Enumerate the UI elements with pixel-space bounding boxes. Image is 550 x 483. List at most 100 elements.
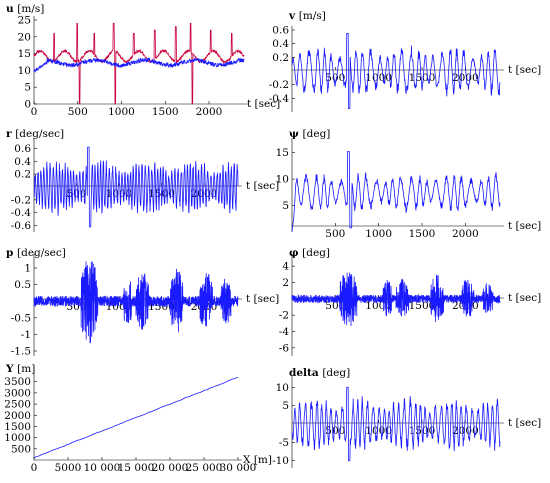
y-tick-label-p: -0.5 xyxy=(11,312,31,324)
y-tick-label-v: -0.2 xyxy=(269,79,289,91)
x-axis-label-v: t [sec] xyxy=(508,64,541,76)
x-tick-label-phi: 1500 xyxy=(409,300,436,312)
y-tick-label-delta: 10 xyxy=(276,382,289,394)
y-axis-unit-p: [deg/sec] xyxy=(17,247,66,259)
x-tick-label-Y: 0 xyxy=(31,462,38,474)
panel-psi: 5 10 15 500 1000 1500 2000 ψ [deg] t [sec] xyxy=(276,128,542,240)
y-axis-symbol-phi: φ xyxy=(289,247,302,259)
y-tick-label-phi: -2 xyxy=(279,310,289,322)
series-line-u xyxy=(33,57,245,73)
x-tick-label-Y: 30 000 xyxy=(220,462,257,474)
y-tick-label-p: -1 xyxy=(21,329,31,341)
x-axis-label-phi: t [sec] xyxy=(508,292,541,304)
y-axis-unit-psi: [deg] xyxy=(303,128,331,140)
y-tick-label-Y: 2500 xyxy=(4,399,31,411)
y-tick-label-delta: 5 xyxy=(282,400,289,412)
x-tick-label-Y: 20 000 xyxy=(152,462,189,474)
y-axis-label-v: v [m/s] xyxy=(288,10,326,22)
x-tick-label-u: 500 xyxy=(68,106,88,118)
y-tick-label-u: 20 xyxy=(18,31,31,43)
x-axis-label-Y: X [m] xyxy=(243,454,272,466)
panel-v: -0.4 -0.2 0.2 0.40.6 500 1000 1500 2000 v [m/s] t… xyxy=(269,10,541,112)
y-axis-label-u: u [m/s] xyxy=(6,3,44,15)
x-tick-label-v: 1500 xyxy=(409,72,436,84)
y-tick-label-v: 0.4 xyxy=(272,38,289,50)
x-tick-label-Y: 25 000 xyxy=(186,462,223,474)
x-tick-label-psi: 2000 xyxy=(452,228,479,240)
y-axis-unit-phi: [deg] xyxy=(302,247,330,259)
series-line-delta xyxy=(291,386,501,462)
y-tick-label-u: 10 xyxy=(18,65,31,77)
x-tick-label-psi: 500 xyxy=(325,228,345,240)
y-tick-label-p: 1 xyxy=(24,262,31,274)
x-tick-label-u: 1500 xyxy=(152,106,179,118)
y-tick-label-p: 0.5 xyxy=(14,279,31,291)
y-axis-label-Y: Y [m] xyxy=(5,363,35,375)
y-tick-label-psi: 10 xyxy=(276,174,289,186)
series-line-psi xyxy=(291,151,501,233)
x-tick-label-Y: 10 000 xyxy=(84,462,121,474)
y-tick-label-psi: 15 xyxy=(276,147,289,159)
x-tick-label-v: 1000 xyxy=(365,72,392,84)
x-tick-label-delta: 2000 xyxy=(452,425,479,437)
y-axis-unit-u: [m/s] xyxy=(17,3,44,15)
y-axis-unit-v: [m/s] xyxy=(299,10,326,22)
series-line-u xyxy=(33,23,245,105)
y-axis-symbol-delta: delta xyxy=(289,367,322,379)
x-tick-label-Y: 15 000 xyxy=(118,462,155,474)
y-tick-label-Y: 500 xyxy=(11,443,31,455)
x-axis-label-psi: t [sec] xyxy=(508,220,541,232)
y-tick-label-Y: 2000 xyxy=(4,410,31,422)
x-tick-label-v: 2000 xyxy=(452,72,479,84)
y-axis-unit-Y: [m] xyxy=(17,363,35,375)
y-axis-label-p: p [deg/sec] xyxy=(6,247,66,259)
y-tick-label-r: 0.2 xyxy=(14,169,31,181)
x-tick-label-u: 0 xyxy=(31,106,38,118)
y-tick-label-Y: 1500 xyxy=(4,421,31,433)
y-tick-label-u: 5 xyxy=(24,82,31,94)
x-axis-label-p: t [sec] xyxy=(246,293,279,305)
y-axis-symbol-u: u xyxy=(6,3,17,15)
x-tick-label-psi: 1500 xyxy=(409,228,436,240)
x-tick-label-u: 2000 xyxy=(196,106,223,118)
y-axis-symbol-p: p xyxy=(6,247,17,259)
x-tick-label-v: 500 xyxy=(325,72,345,84)
y-tick-label-u: 15 xyxy=(18,48,31,60)
series-line-Y xyxy=(33,377,239,459)
y-axis-unit-delta: [deg] xyxy=(322,367,350,379)
y-tick-label-v: -0.4 xyxy=(269,93,290,105)
y-tick-label-psi: 5 xyxy=(282,200,289,212)
y-tick-label-r: 0.4 xyxy=(14,156,31,168)
y-tick-label-phi: 2 xyxy=(282,277,289,289)
y-tick-label-r: -0.4 xyxy=(11,207,32,219)
x-axis-label-r: t [sec] xyxy=(246,180,279,192)
y-tick-label-phi: -6 xyxy=(279,342,290,354)
x-axis-label-u: t [sec] xyxy=(247,98,280,110)
x-tick-label-u: 1000 xyxy=(108,106,135,118)
x-tick-label-psi: 1000 xyxy=(365,228,392,240)
series-line-p xyxy=(33,261,239,344)
y-tick-label-Y: 3500 xyxy=(4,376,31,388)
series-line-r xyxy=(33,146,239,228)
series-line-phi xyxy=(291,272,501,326)
y-tick-label-delta: -5 xyxy=(279,437,289,449)
y-axis-label-delta: delta [deg] xyxy=(289,367,350,379)
y-axis-symbol-psi: ψ xyxy=(289,128,303,140)
y-tick-label-r: -0.6 xyxy=(11,220,32,232)
y-tick-label-v: 0.6 xyxy=(272,25,289,37)
x-axis-label-delta: t [sec] xyxy=(508,417,541,429)
y-axis-label-psi: ψ [deg] xyxy=(289,128,330,140)
x-tick-label-r: 2000 xyxy=(191,188,218,200)
y-tick-label-u: 0 xyxy=(24,99,31,111)
y-axis-label-r: r [deg/sec] xyxy=(6,128,64,140)
y-tick-label-v: 0.2 xyxy=(272,52,289,64)
y-axis-symbol-v: v xyxy=(288,10,299,22)
y-tick-label-phi: -4 xyxy=(279,326,290,338)
y-tick-label-Y: 3000 xyxy=(4,387,31,399)
y-axis-label-phi: φ [deg] xyxy=(289,247,330,259)
